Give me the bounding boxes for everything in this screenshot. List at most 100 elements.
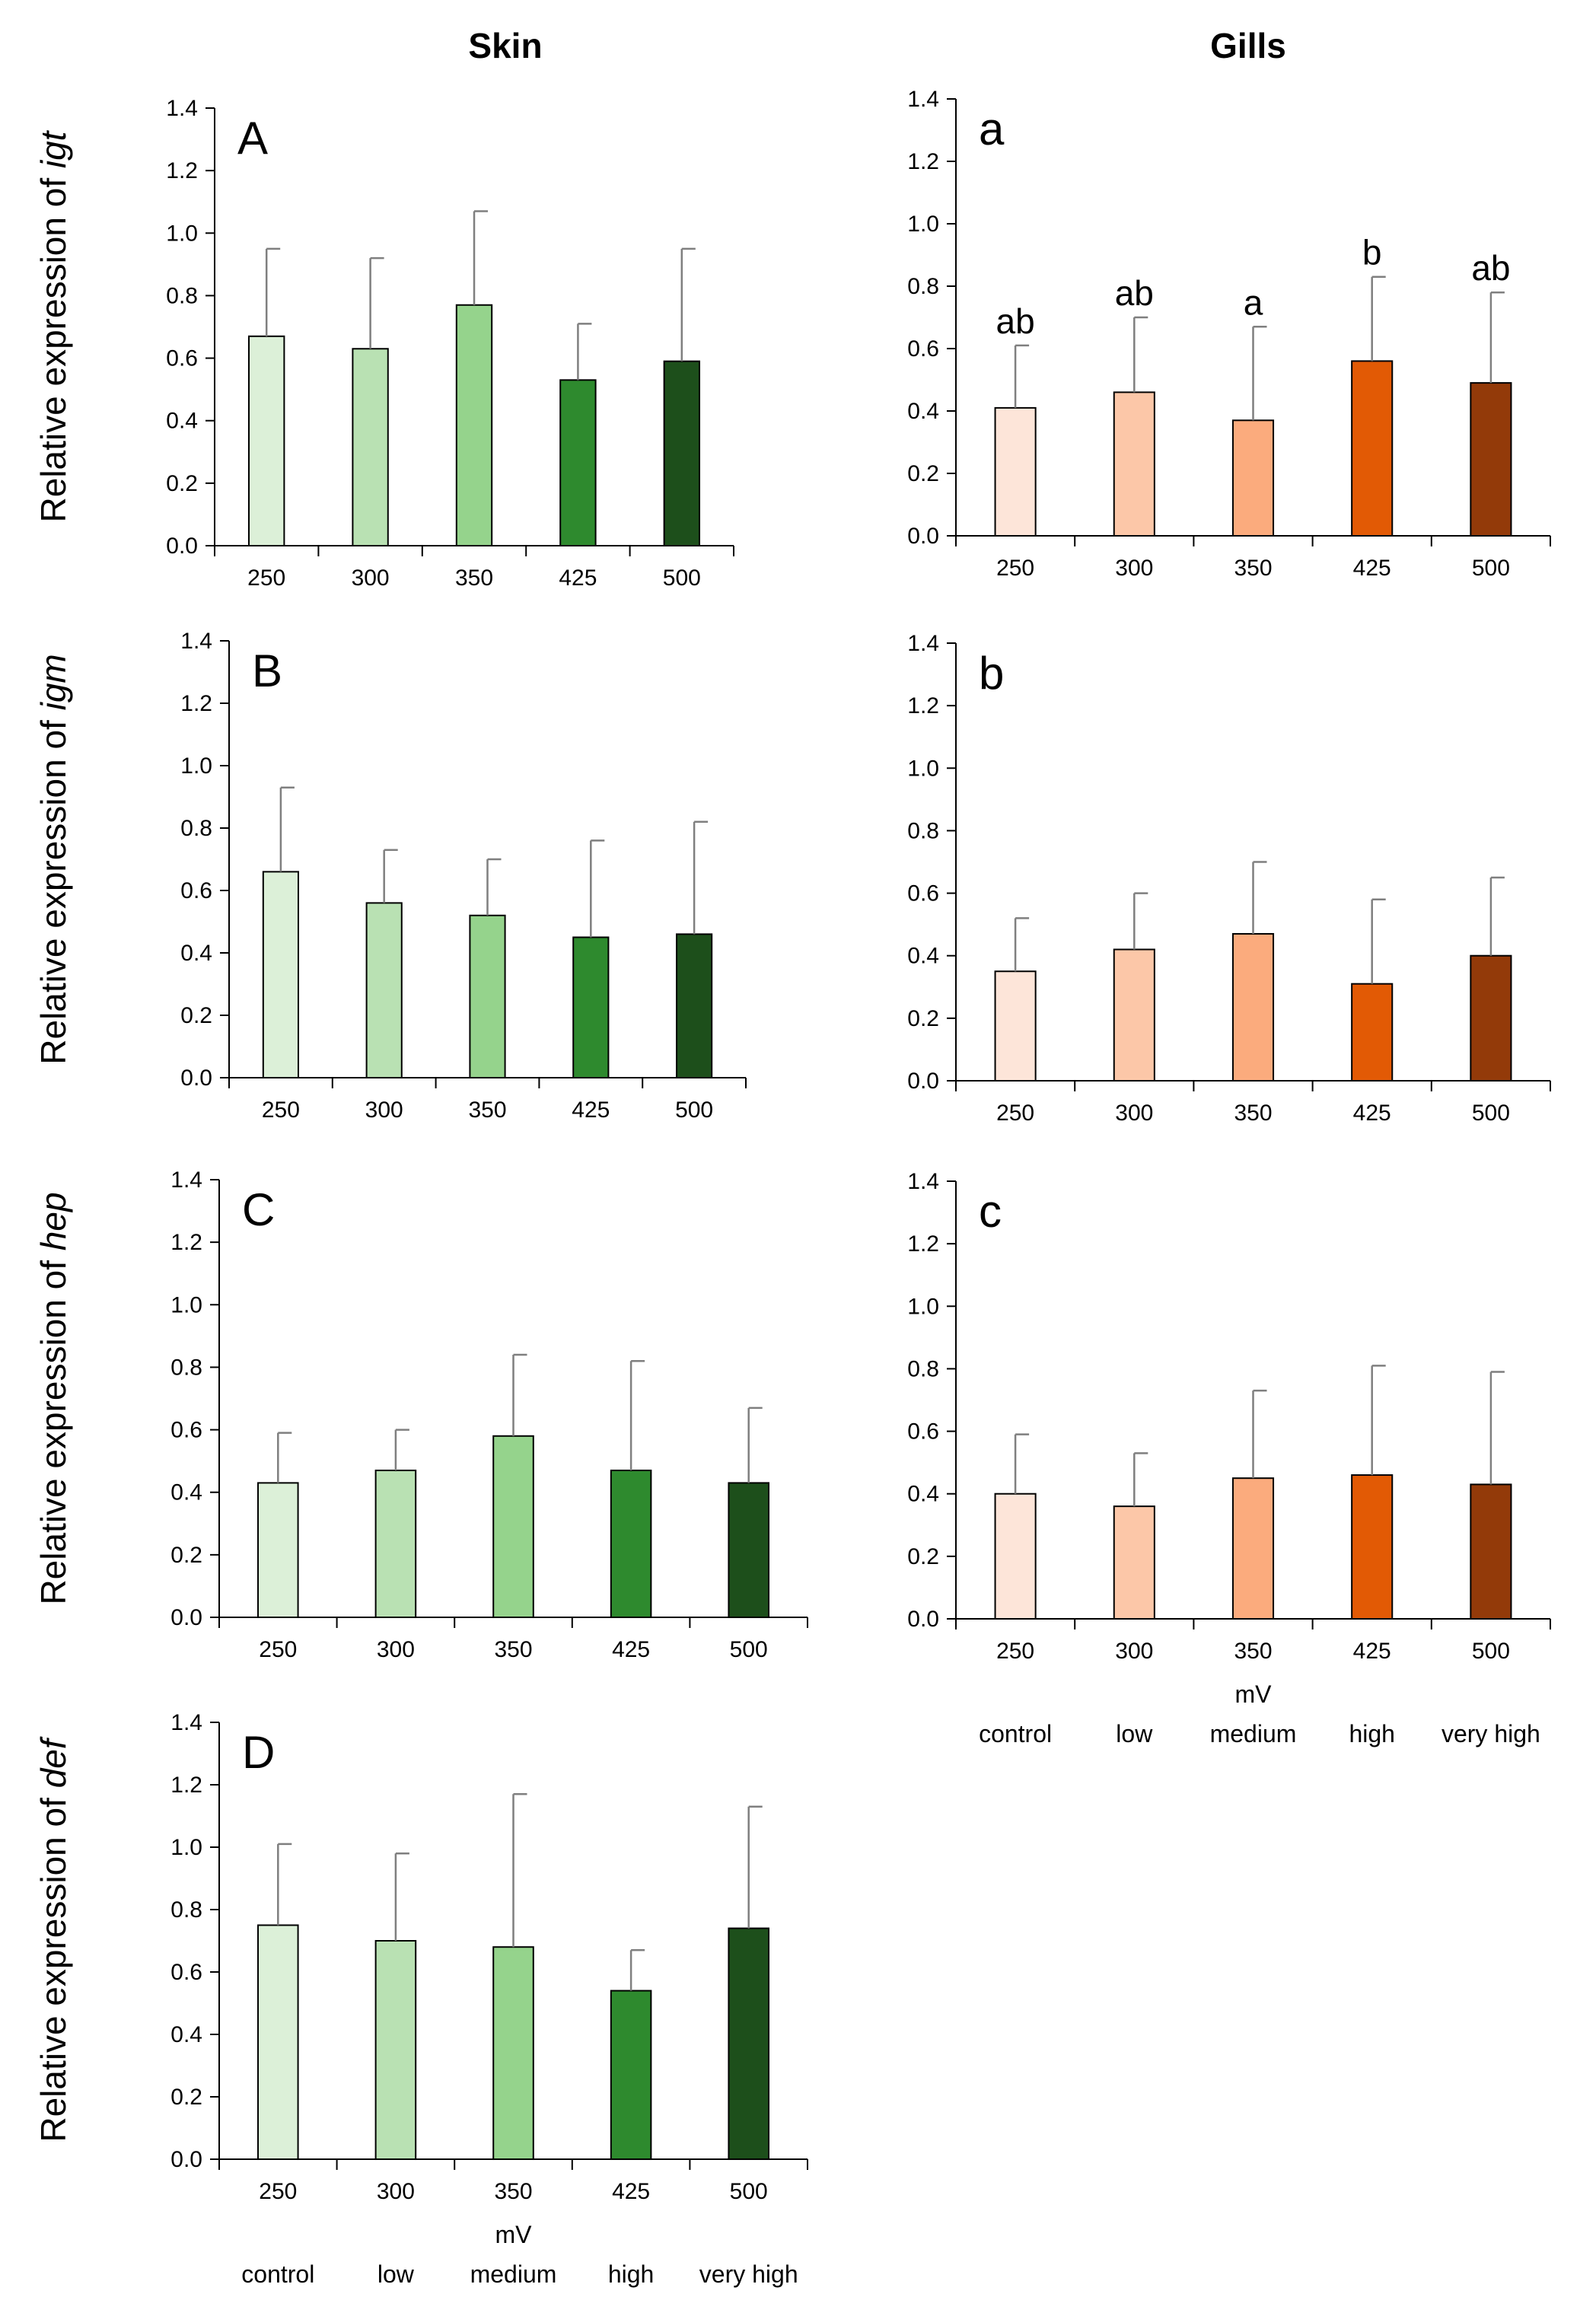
gills-igt-y-tick-label: 1.2 (907, 149, 939, 174)
gills-hep-y-tick-label: 0.6 (907, 1419, 939, 1445)
skin-def-panel-letter: D (242, 1727, 275, 1778)
skin-igm-y-tick-label: 0.0 (180, 1066, 212, 1091)
gills-hep-x-axis-title: mV (1235, 1680, 1273, 1708)
gills-hep-bar-300 (1113, 1505, 1155, 1620)
gills-igm-x-tick-label: 300 (1115, 1101, 1153, 1126)
gills-igt-bar-350 (1231, 419, 1275, 537)
gills-hep-group-label: very high (1441, 1720, 1540, 1747)
skin-def-group-label: medium (470, 2260, 557, 2288)
gills-igt-significance-letter: b (1362, 233, 1382, 272)
skin-def-y-tick-label: 0.2 (170, 2085, 202, 2110)
skin-def-x-tick-label: 350 (494, 2179, 532, 2204)
gills-igt-significance-letter: ab (996, 301, 1035, 341)
skin-hep-x-tick-label: 500 (730, 1637, 768, 1662)
gills-igm-y-tick-label: 0.0 (907, 1069, 939, 1094)
gills-igt-y-tick-label: 0.0 (907, 524, 939, 549)
skin-def-y-tick-label: 0.4 (170, 2022, 202, 2047)
skin-igt-x-tick-label: 425 (559, 565, 597, 591)
skin-igt-x-tick-label: 300 (352, 565, 390, 591)
skin-igt-y-axis-label-prefix: Relative expression of (33, 168, 73, 522)
skin-igt-y-tick-label: 0.8 (166, 283, 198, 308)
skin-def-x-tick-label: 425 (612, 2179, 650, 2204)
skin-igm-panel-letter: B (252, 645, 282, 696)
skin-hep-x-tick-label: 350 (494, 1637, 532, 1662)
gills-igm-y-tick-label: 0.6 (907, 881, 939, 906)
skin-hep-y-tick-label: 0.2 (170, 1543, 202, 1568)
skin-igt-chart: 0.0 0.2 0.4 0.6 0.8 1.0 1.2 1.4 250 300 350 425 500 A… (33, 96, 734, 591)
gills-igt-x-tick-label: 425 (1353, 556, 1391, 581)
skin-hep-y-tick-label: 0.6 (170, 1418, 202, 1443)
skin-def-x-tick-label: 250 (259, 2179, 297, 2204)
gills-hep-y-tick-label: 1.0 (907, 1294, 939, 1319)
skin-hep-panel-letter: C (242, 1184, 275, 1235)
skin-igm-x-tick-label: 425 (572, 1097, 610, 1123)
skin-igm-y-tick-label: 0.4 (180, 941, 212, 966)
gills-igt-significance-letter: a (1244, 282, 1263, 322)
gills-igm-chart: 0.0 0.2 0.4 0.6 0.8 1.0 1.2 1.4 250 300 350 425 500 b (907, 631, 1551, 1126)
gills-hep-group-label: medium (1210, 1720, 1297, 1747)
skin-hep-bar-300 (374, 1469, 417, 1618)
gills-hep-panel-letter: c (979, 1186, 1002, 1237)
skin-igm-bar-250 (262, 871, 299, 1079)
gills-hep-y-tick-label: 0.0 (907, 1607, 939, 1632)
skin-hep-y-tick-label: 0.8 (170, 1355, 202, 1380)
skin-column-title: Skin (468, 26, 542, 65)
gills-igt-x-tick-label: 250 (996, 556, 1034, 581)
skin-hep-y-axis-label-gene: hep (33, 1192, 73, 1250)
gills-hep-bar-250 (994, 1492, 1037, 1620)
skin-igt-y-tick-label: 0.2 (166, 471, 198, 496)
gills-igm-x-tick-label: 500 (1472, 1101, 1510, 1126)
gills-hep-x-tick-label: 500 (1472, 1639, 1510, 1664)
skin-def-bar-250 (257, 1924, 299, 2160)
skin-hep-y-axis-label: Relative expression of hep (33, 1192, 73, 1604)
skin-igt-bar-350 (455, 304, 493, 546)
gills-igm-x-tick-label: 250 (996, 1101, 1034, 1126)
gills-igm-bar-500 (1470, 954, 1512, 1082)
gills-igm-x-tick-label: 350 (1234, 1101, 1272, 1126)
skin-igt-bar-300 (352, 348, 389, 546)
skin-hep-y-tick-label: 1.2 (170, 1230, 202, 1255)
gills-igm-bar-425 (1351, 983, 1394, 1082)
gills-igt-significance-letter: ab (1115, 273, 1154, 313)
skin-igt-y-tick-label: 1.4 (166, 96, 198, 121)
skin-def-bar-425 (610, 1989, 652, 2161)
gills-igt-y-tick-label: 0.2 (907, 461, 939, 486)
skin-igm-y-axis-label-prefix: Relative expression of (33, 710, 73, 1064)
skin-igt-y-tick-label: 0.4 (166, 409, 198, 434)
gills-igm-panel-letter: b (979, 648, 1004, 699)
gills-igt-chart: 0.00.20.40.60.81.01.21.4250ab300ab350a42… (907, 87, 1551, 581)
skin-igm-bar-425 (572, 936, 610, 1078)
skin-hep-x-tick-label: 300 (377, 1637, 415, 1662)
skin-hep-y-axis-label-prefix: Relative expression of (33, 1250, 73, 1604)
gills-igt-y-tick-label: 1.4 (907, 87, 939, 112)
skin-igm-x-tick-label: 300 (365, 1097, 403, 1123)
skin-def-y-axis-label-gene: def (33, 1736, 73, 1788)
skin-hep-x-tick-label: 425 (612, 1637, 650, 1662)
skin-igt-y-axis-label: Relative expression of igt (33, 129, 73, 522)
skin-hep-chart: 0.0 0.2 0.4 0.6 0.8 1.0 1.2 1.4 250 300 350 425 500 C… (33, 1168, 808, 1662)
gills-igm-x-tick-label: 425 (1353, 1101, 1391, 1126)
gills-igt-panel-letter: a (979, 104, 1005, 155)
gills-igm-y-tick-label: 0.4 (907, 944, 939, 969)
skin-def-group-label: control (241, 2260, 314, 2288)
gills-igm-y-tick-label: 1.4 (907, 631, 939, 656)
gills-hep-group-label: high (1349, 1720, 1395, 1747)
skin-def-bar-500 (728, 1927, 769, 2161)
skin-igt-bar-425 (559, 379, 597, 547)
skin-igm-x-tick-label: 250 (262, 1097, 300, 1123)
skin-hep-bar-350 (492, 1435, 534, 1619)
skin-igt-x-tick-label: 500 (663, 565, 701, 591)
skin-igm-x-tick-label: 350 (468, 1097, 506, 1123)
skin-def-y-tick-label: 0.0 (170, 2147, 202, 2172)
skin-igm-y-tick-label: 0.8 (180, 816, 212, 841)
gills-igt-bar-425 (1351, 360, 1394, 537)
skin-hep-y-tick-label: 1.0 (170, 1292, 202, 1317)
skin-igm-y-tick-label: 1.2 (180, 691, 212, 716)
skin-def-y-tick-label: 1.4 (170, 1710, 202, 1735)
skin-igt-x-tick-label: 350 (455, 565, 493, 591)
skin-igt-x-tick-label: 250 (247, 565, 285, 591)
skin-def-y-axis-label: Relative expression of def (33, 1736, 73, 2142)
gills-column-title: Gills (1210, 26, 1286, 65)
gills-hep-y-tick-label: 0.2 (907, 1544, 939, 1569)
